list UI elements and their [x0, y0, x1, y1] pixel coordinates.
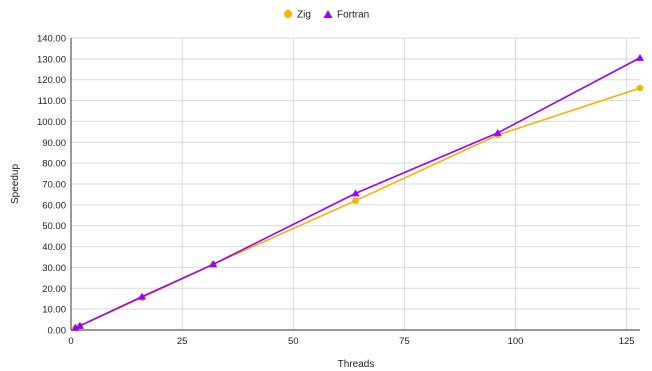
y-tick-label: 10.00 [42, 305, 66, 316]
legend-label-zig: Zig [297, 10, 311, 21]
data-point-fortran [75, 321, 84, 329]
y-axis-title: Speedup [10, 164, 21, 204]
legend: Zig Fortran [284, 10, 369, 21]
data-point-zig [636, 84, 644, 92]
gridlines [71, 37, 640, 330]
y-tick-label: 80.00 [42, 159, 66, 170]
tick-labels: 0.00 10.00 20.00 30.00 40.00 50.00 60.00 70.00 8… [37, 34, 635, 348]
data-point-fortran [138, 292, 147, 300]
y-tick-label: 100.00 [37, 117, 66, 128]
y-tick-label: 60.00 [42, 200, 66, 211]
x-axis-title: Threads [338, 359, 375, 370]
legend-label-fortran: Fortran [337, 10, 369, 21]
x-tick-label: 75 [399, 336, 410, 347]
data-point-fortran [71, 323, 80, 331]
y-tick-label: 120.00 [37, 75, 66, 86]
series-line-fortran [75, 57, 641, 329]
x-tick-label: 50 [288, 336, 299, 347]
y-tick-label: 70.00 [42, 180, 66, 191]
legend-marker-fortran [323, 10, 333, 18]
y-tick-label: 20.00 [42, 284, 66, 295]
axes [70, 38, 640, 331]
y-tick-label: 40.00 [42, 242, 66, 253]
series-group [71, 53, 644, 332]
data-point-fortran [209, 260, 218, 268]
data-point-fortran [493, 128, 502, 136]
y-tick-label: 110.00 [38, 96, 66, 107]
x-tick-label: 100 [508, 336, 524, 347]
y-tick-label: 140.00 [37, 34, 66, 45]
y-tick-label: 0.00 [48, 326, 67, 337]
data-point-fortran [636, 53, 644, 61]
series-line-zig [75, 87, 641, 329]
x-tick-label: 0 [68, 336, 73, 347]
legend-marker-zig [284, 10, 292, 18]
y-tick-label: 130.00 [37, 54, 66, 65]
data-point-fortran [351, 189, 360, 197]
x-tick-label: 125 [619, 336, 635, 347]
y-tick-label: 50.00 [42, 221, 66, 232]
y-tick-label: 30.00 [42, 263, 66, 274]
x-tick-label: 25 [177, 336, 188, 347]
data-point-zig [352, 197, 359, 204]
y-tick-label: 90.00 [42, 138, 66, 149]
